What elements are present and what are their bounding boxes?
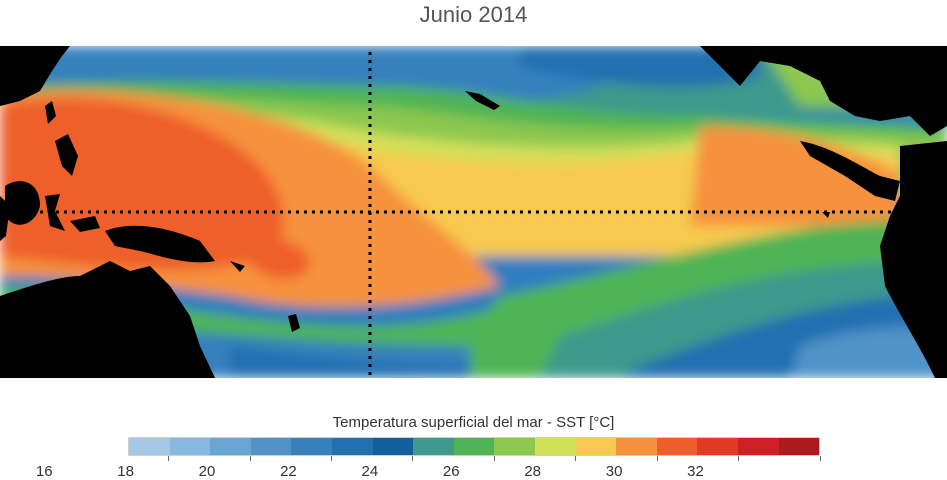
land-asia <box>0 46 70 106</box>
colorbar-tick-label: 16 <box>35 463 53 480</box>
colorbar-swatch <box>372 438 414 455</box>
land-solomons <box>230 261 245 272</box>
colorbar-tick-label: 22 <box>280 463 297 480</box>
colorbar-tick <box>738 456 740 461</box>
colorbar-tick <box>493 456 495 461</box>
colorbar-tick-label: 18 <box>117 463 134 480</box>
colorbar-swatch <box>250 438 292 455</box>
land-south-america <box>880 141 947 378</box>
colorbar-swatch <box>737 438 779 455</box>
colorbar-swatch <box>169 438 211 455</box>
colorbar-swatch <box>656 438 698 455</box>
colorbar-swatch <box>291 438 332 455</box>
colorbar-label: Temperatura superficial del mar - SST [°… <box>332 414 615 431</box>
colorbar-swatch <box>534 438 576 455</box>
land-cuba <box>860 86 910 101</box>
land-central-america <box>800 141 900 201</box>
land-sumatra <box>0 196 10 241</box>
colorbar-tick-label: 26 <box>442 463 460 480</box>
colorbar-swatch <box>697 438 738 455</box>
colorbar-tick-label: 32 <box>687 463 704 480</box>
colorbar-tick-label: 28 <box>524 463 542 480</box>
colorbar-swatch <box>778 438 820 455</box>
land-australia <box>0 261 215 378</box>
land-sulawesi <box>45 194 65 231</box>
colorbar-tick <box>819 456 821 461</box>
land-new-zealand <box>288 314 300 332</box>
colorbar-swatch <box>453 438 495 455</box>
colorbar-tick <box>656 456 658 461</box>
colorbar-tick <box>331 456 333 461</box>
colorbar-swatch <box>413 438 454 455</box>
colorbar-swatch <box>129 438 170 455</box>
colorbar-tick <box>249 456 251 461</box>
reference-lines <box>0 52 947 378</box>
land-philippines <box>55 134 78 176</box>
source-note: Fuente: NOAA Optimum Interpolation (OI) … <box>562 395 943 407</box>
colorbar-tick-label: 20 <box>198 463 216 480</box>
colorbar-swatch <box>575 438 617 455</box>
colorbar-tick <box>412 456 414 461</box>
land-borneo <box>5 181 40 225</box>
colorbar <box>128 437 820 456</box>
land-indonesia-east <box>70 216 100 232</box>
land-north-america <box>700 46 947 136</box>
land-masses <box>0 46 947 378</box>
colorbar-swatch <box>331 438 373 455</box>
colorbar-tick <box>168 456 170 461</box>
colorbar-tick-label: 24 <box>361 463 379 480</box>
sst-map-canvas <box>0 46 947 378</box>
colorbar-tick-label: 30 <box>605 463 623 480</box>
colorbar-swatch <box>494 438 535 455</box>
colorbar-tick <box>575 456 577 461</box>
sst-map: Fuente: NOAA Optimum Interpolation (OI) … <box>0 46 947 407</box>
land-new-guinea <box>105 225 215 263</box>
land-taiwan <box>45 101 56 124</box>
land-hawaii <box>465 91 500 110</box>
colorbar-swatch <box>210 438 251 455</box>
map-title: Junio 2014 <box>419 2 528 27</box>
colorbar-swatch <box>616 438 657 455</box>
